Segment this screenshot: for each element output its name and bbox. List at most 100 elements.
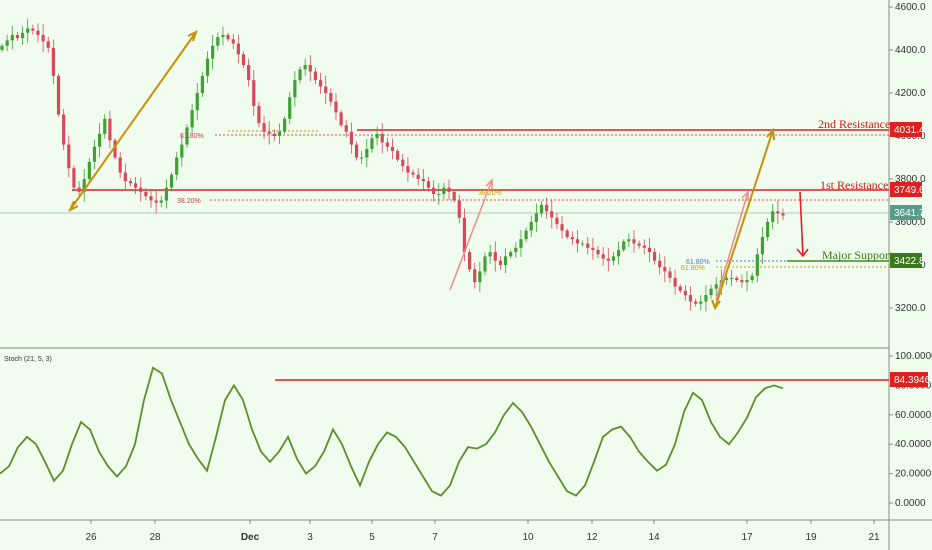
candle-body [36,30,40,35]
fib-382-label: 38.20% [177,198,201,205]
support-tag: 3422.8 [890,253,925,268]
candle-body [385,142,389,147]
candle-body [704,295,708,302]
candle-body [252,80,256,106]
support-tag-text: 3422.8 [894,256,925,267]
candle-body [735,277,739,281]
candle-body [375,133,379,139]
candle-body [365,148,369,158]
stoch-tick-label: 20.0000 [895,469,932,480]
candle-body [154,200,158,203]
candle-body [658,260,662,268]
candle-body [529,222,533,231]
candle-body [678,286,682,291]
candle-body [288,97,292,119]
date-tick-label: 7 [432,532,438,543]
candle-body [169,174,174,188]
candle-body [236,43,240,55]
candle-body [545,204,549,212]
fib-618-label-c: 61.80% [681,265,705,272]
candle-body [462,217,467,253]
candle-body [776,211,780,214]
candle-body [56,75,61,115]
date-tick-label: 17 [741,532,753,543]
candle-body [694,301,698,304]
candle-body [20,32,25,39]
stoch-path [0,366,784,497]
date-axis: 26 28 Dec 3 5 7 10 12 14 17 19 21 [85,520,880,543]
candle-body [611,256,616,261]
arrow-pink-1-head [485,178,493,189]
candle-body [118,157,122,173]
arrow-pink-2 [715,191,749,301]
candle-body [663,267,667,272]
arrow-up-2 [714,129,774,309]
candle-body [730,277,734,279]
fib-382-label-b: 38.20% [478,190,502,197]
candle-body [354,144,359,158]
candle-body [241,54,246,66]
candle-body [175,157,179,175]
price-tick-label: 4200.0 [895,88,926,99]
candle-body [396,151,400,160]
candle-body [781,213,785,216]
candle-body [416,174,420,179]
arrow-up-2-tail [711,299,721,311]
candle-body [606,258,610,261]
candle-body [98,133,102,147]
candle-body [293,80,297,98]
stoch-tick-label: 60.0000 [895,410,932,421]
candle-body [200,75,204,93]
candle-body [139,187,143,192]
candle-body [452,191,456,201]
candle-body [740,280,744,283]
candle-body [133,183,138,188]
candle-body [231,39,235,44]
candle-body [349,131,353,145]
candle-body [308,65,312,72]
candle-body [226,34,230,40]
candle-body [180,144,184,158]
date-tick-label: 10 [522,532,534,543]
candle-body [190,110,194,128]
candle-body [550,211,554,218]
candle-body [616,249,621,257]
candle-body [421,179,425,182]
candle-body [380,133,384,143]
candle-body [555,217,559,225]
candle-body [503,256,508,265]
candle-body [560,224,564,231]
candle-body [714,284,718,289]
candle-body [457,200,461,218]
candle-body [771,211,775,222]
candle-body [128,181,133,184]
candle-body [632,239,636,244]
candle-body [257,105,261,124]
candle-body [673,277,677,287]
arrow-up-1-head [187,30,198,42]
candle-body [442,187,446,195]
candle-body [596,249,600,255]
last-price-tag-bg [890,205,922,220]
candle-body [15,34,20,39]
candle-body [524,230,528,240]
stoch-title: Stoch (21, 5, 3) [4,356,52,363]
candle-body [581,243,585,245]
stoch-level-tag: 84.3946 [890,372,931,387]
candle-body [473,269,477,283]
candle-body [447,187,451,192]
date-tick-label: 3 [307,532,313,543]
arrow-up-1-tail [67,200,79,213]
candle-body [478,271,482,283]
candle-body [51,47,55,76]
price-tick-label: 4400.0 [895,45,926,56]
date-tick-label: Dec [241,532,260,543]
candle-body [668,271,672,278]
date-tick-label: 21 [868,532,880,543]
candle-body [159,200,163,203]
candle-body [432,187,436,195]
candle-body [591,247,595,250]
candle-body [709,288,713,296]
candle-body [26,28,30,33]
